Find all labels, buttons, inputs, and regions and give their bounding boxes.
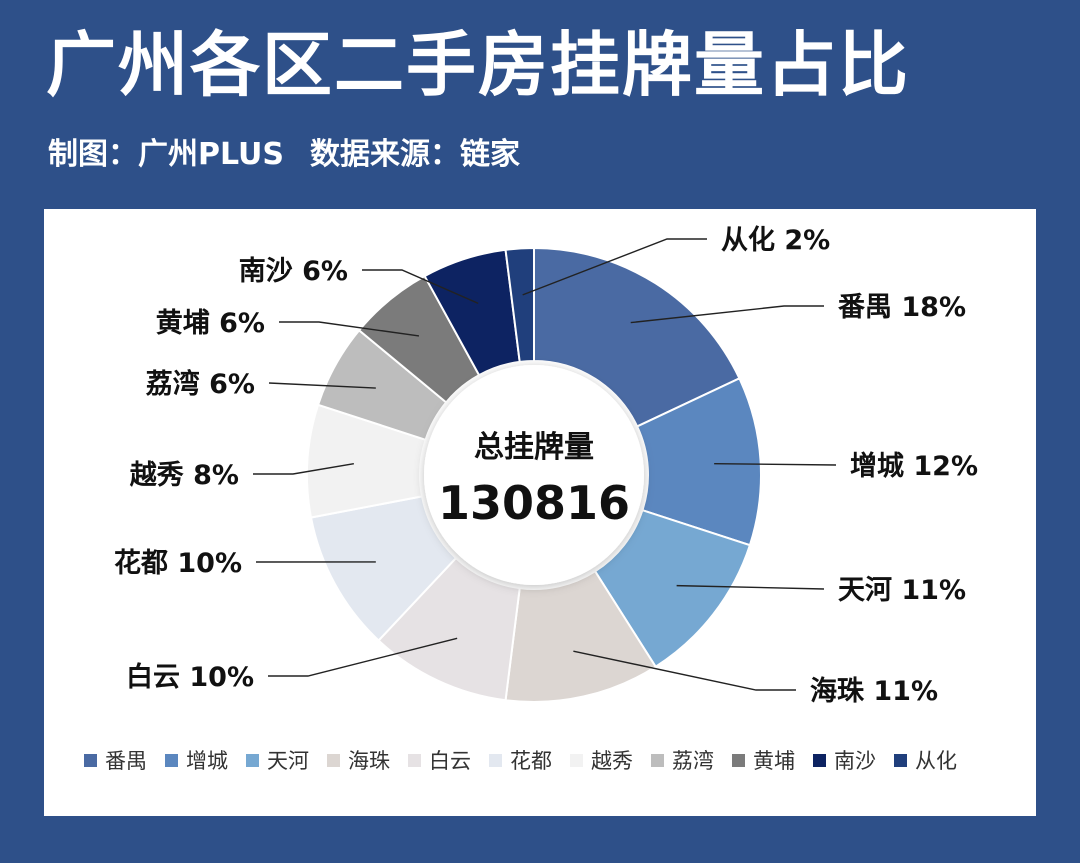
leader-line-从化 [522,238,707,296]
legend-label: 番禺 [105,749,147,773]
legend-label: 海珠 [348,749,390,773]
source-text: 数据来源：链家 [310,137,521,172]
legend-label: 越秀 [591,749,633,773]
slice-从化 [504,246,535,364]
data-label-天河: 天河 11% [838,575,966,606]
center-value: 130816 [438,476,630,530]
legend-label: 白云 [429,749,471,773]
legend-item-黄埔: 黄埔 [732,745,795,775]
page-title: 广州各区二手房挂牌量占比 [46,24,910,106]
legend-swatch [732,753,745,767]
credit-text: 制图：广州PLUS [48,137,285,172]
donut-chart: 番禺 18% 增城 12% 天河 11% 海珠 11% 白云 10% 花都 10% 越秀 8… [114,225,978,707]
legend-item-海珠: 海珠 [327,745,390,775]
legend-swatch [84,753,97,767]
center-label: 总挂牌量 [474,430,594,465]
data-label-花都: 花都 10% [114,548,242,579]
subtitle: 制图：广州PLUS 数据来源：链家 [48,140,520,170]
data-label-荔湾: 荔湾 6% [146,368,255,400]
leader-line-番禺 [630,305,824,324]
leader-line-增城 [714,462,837,466]
legend-item-白云: 白云 [408,745,471,775]
center-hole [424,365,644,585]
legend-swatch [327,753,340,767]
data-label-从化: 从化 2% [721,225,830,256]
legend-label: 从化 [915,749,957,773]
leader-line-白云 [268,637,458,677]
legend-swatch [894,753,907,767]
legend-swatch [246,753,259,767]
legend-item-从化: 从化 [894,745,957,775]
legend-item-天河: 天河 [246,745,309,775]
legend-swatch [489,753,502,767]
legend-item-花都: 花都 [489,745,552,775]
legend-item-越秀: 越秀 [570,745,633,775]
legend: 番禺 增城 天河 海珠 白云 花都 越秀 荔湾 黄埔 南沙 从化 [84,745,957,775]
legend-item-荔湾: 荔湾 [651,745,714,775]
legend-label: 南沙 [834,749,876,773]
legend-swatch [651,753,664,767]
leader-line-南沙 [362,269,479,304]
legend-swatch [813,753,826,767]
chart-card: 番禺 18% 增城 12% 天河 11% 海珠 11% 白云 10% 花都 10% 越秀 8… [44,209,1036,816]
leader-line-荔湾 [268,382,376,389]
data-label-海珠: 海珠 11% [810,676,938,707]
legend-label: 花都 [510,749,552,773]
legend-swatch [408,753,421,767]
leader-line-天河 [676,584,825,590]
data-label-南沙: 南沙 6% [239,256,348,287]
data-label-黄埔: 黄埔 6% [156,308,265,339]
legend-label: 荔湾 [672,749,714,773]
legend-label: 增城 [186,749,228,773]
leader-line-越秀 [253,462,354,475]
data-label-白云: 白云 10% [126,661,254,693]
legend-label: 天河 [267,749,309,773]
legend-item-番禺: 番禺 [84,745,147,775]
legend-item-增城: 增城 [165,745,228,775]
legend-swatch [165,753,178,767]
slice-番禺 [533,246,741,428]
data-label-番禺: 番禺 18% [838,292,966,323]
legend-item-南沙: 南沙 [813,745,876,775]
legend-label: 黄埔 [753,749,795,773]
legend-swatch [570,753,583,767]
leader-line-海珠 [573,650,796,691]
leader-line-黄埔 [279,321,420,337]
data-label-增城: 增城 12% [850,450,978,482]
data-label-越秀: 越秀 8% [130,460,239,491]
